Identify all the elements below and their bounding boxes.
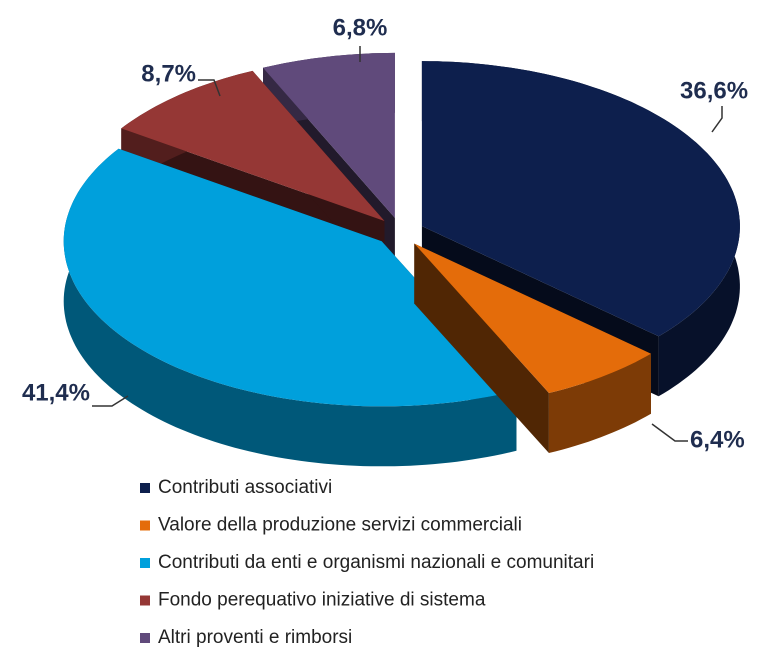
legend: Contributi associativi Valore della produ… <box>140 477 594 648</box>
slice-top <box>63 148 517 407</box>
legend-swatch <box>140 520 150 531</box>
legend-label: Fondo perequativo iniziative di sistema <box>158 590 486 611</box>
data-label: 41,4% <box>22 379 90 406</box>
legend-label: Contributi associativi <box>158 477 332 498</box>
legend-label: Valore della produzione servizi commerci… <box>158 515 522 536</box>
data-label: 6,8% <box>333 14 388 41</box>
legend-label: Altri proventi e rimborsi <box>158 627 352 648</box>
leader-line <box>92 395 129 407</box>
slice <box>414 243 651 453</box>
leader-line <box>198 79 221 97</box>
leader-line <box>651 423 688 442</box>
legend-swatch <box>140 558 150 568</box>
data-label: 8,7% <box>141 60 196 87</box>
slice-top <box>263 52 395 218</box>
labels: 36,6% 6,4% 41,4% 8,7% 6,8% <box>22 14 748 453</box>
leader-line <box>711 106 723 133</box>
data-label: 6,4% <box>690 426 745 453</box>
legend-swatch <box>140 633 150 643</box>
legend-swatch <box>140 595 150 606</box>
slice-top <box>121 70 385 222</box>
slice-side <box>414 243 549 453</box>
slice-wall <box>63 148 517 467</box>
slice-top <box>421 61 740 337</box>
slice-top <box>414 243 651 393</box>
legend-swatch <box>140 483 150 493</box>
data-label: 36,6% <box>680 77 748 104</box>
legend-label: Contributi da enti e organismi nazionali… <box>158 552 594 573</box>
pie <box>63 52 740 467</box>
slice-wall <box>548 353 651 453</box>
